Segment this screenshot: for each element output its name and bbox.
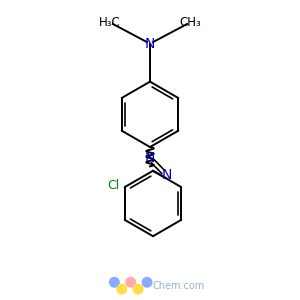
Circle shape <box>117 284 127 294</box>
Circle shape <box>134 284 143 294</box>
Text: H₃C: H₃C <box>99 16 121 29</box>
Text: Chem.com: Chem.com <box>153 280 205 290</box>
Text: N: N <box>145 151 155 165</box>
Circle shape <box>110 278 119 287</box>
Text: Cl: Cl <box>107 179 119 192</box>
Text: N: N <box>161 168 172 182</box>
Text: N: N <box>145 38 155 52</box>
Circle shape <box>142 278 152 287</box>
Text: CH₃: CH₃ <box>179 16 201 29</box>
Circle shape <box>126 278 135 287</box>
